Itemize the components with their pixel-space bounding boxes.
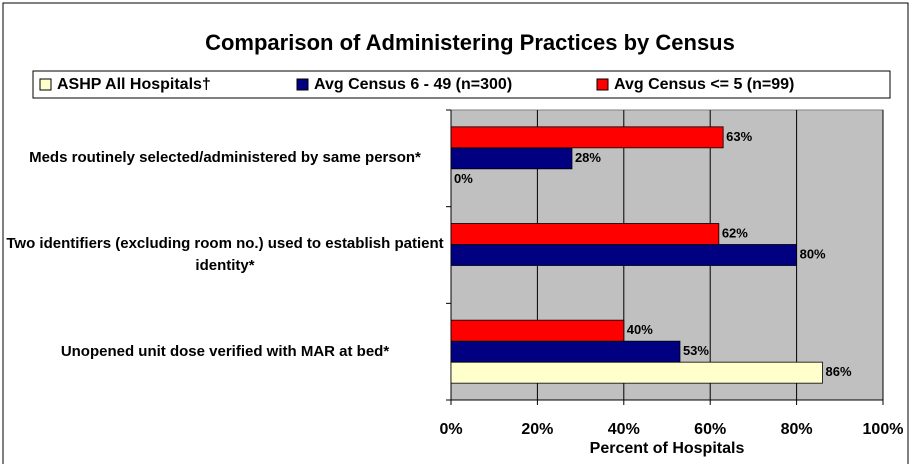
x-axis-title: Percent of Hospitals xyxy=(590,440,745,457)
legend-label: ASHP All Hospitals† xyxy=(57,76,211,93)
x-tick-label: 20% xyxy=(521,421,553,438)
legend-label: Avg Census <= 5 (n=99) xyxy=(614,76,794,93)
legend-swatch xyxy=(596,78,609,91)
x-tick-label: 0% xyxy=(439,421,462,438)
value-label: 53% xyxy=(683,343,709,358)
value-label: 28% xyxy=(575,150,601,165)
legend-swatch xyxy=(296,78,309,91)
x-tick-label: 40% xyxy=(608,421,640,438)
value-label: 80% xyxy=(800,246,826,261)
bar xyxy=(450,361,823,384)
x-tick-label: 60% xyxy=(694,421,726,438)
bar xyxy=(450,126,724,149)
value-label: 0% xyxy=(454,171,473,186)
legend-box xyxy=(32,70,891,99)
value-label: 86% xyxy=(826,364,852,379)
x-tick-label: 100% xyxy=(863,421,904,438)
bar xyxy=(450,223,720,245)
value-label: 62% xyxy=(722,225,748,240)
y-tick-label: Unopened unit dose verified with MAR at … xyxy=(60,342,390,360)
bar xyxy=(450,340,681,363)
value-label: 40% xyxy=(627,322,653,337)
bar xyxy=(450,147,573,170)
bar xyxy=(450,319,625,342)
x-tick-label: 80% xyxy=(781,421,813,438)
chart-title: Comparison of Administering Practices by… xyxy=(205,30,735,55)
bar xyxy=(450,244,798,266)
legend-swatch xyxy=(39,78,52,91)
legend-label: Avg Census 6 - 49 (n=300) xyxy=(314,76,512,93)
value-label: 63% xyxy=(726,129,752,144)
y-tick-label: Meds routinely selected/administered by … xyxy=(29,149,421,167)
y-tick-label: Two identifiers (excluding room no.) use… xyxy=(6,235,444,274)
